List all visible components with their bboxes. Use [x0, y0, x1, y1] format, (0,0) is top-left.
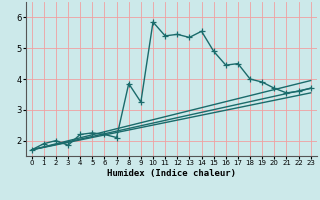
X-axis label: Humidex (Indice chaleur): Humidex (Indice chaleur) [107, 169, 236, 178]
